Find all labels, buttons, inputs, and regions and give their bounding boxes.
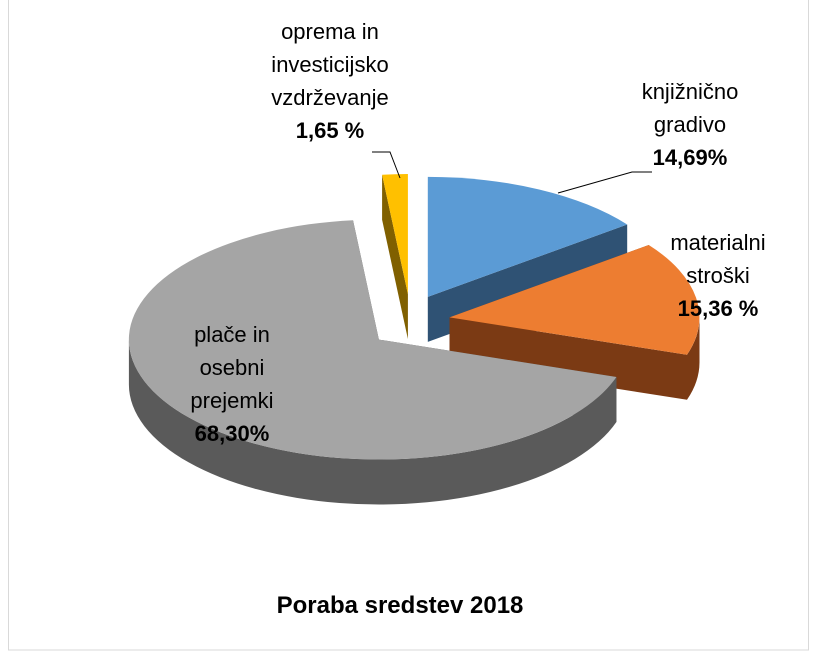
leader-line (557, 171, 652, 194)
category-label: plače in osebni prejemki (190, 322, 274, 413)
leader-line (372, 151, 401, 179)
slice (382, 174, 408, 294)
category-label: materialni stroški (670, 230, 766, 288)
data-label: plače in osebni prejemki 68,30% (190, 318, 273, 450)
data-label: materialni stroški 15,36 % (670, 226, 765, 325)
slice (128, 220, 617, 460)
data-label: knjižnično gradivo 14,69% (642, 75, 739, 174)
chart-border (8, 0, 809, 651)
data-label: oprema in investicijsko vzdrževanje 1,65 … (271, 15, 388, 147)
slice-side (382, 174, 408, 339)
chart-title: Poraba sredstev 2018 (276, 592, 524, 619)
slice (427, 176, 628, 297)
slice-rim (687, 317, 700, 400)
slice-rim (128, 339, 617, 505)
category-label: oprema in investicijsko vzdrževanje (271, 19, 389, 110)
value-label: 1,65 % (295, 118, 365, 143)
category-label: knjižnično gradivo (641, 79, 739, 137)
value-label: 15,36 % (677, 296, 759, 321)
value-label: 14,69% (652, 145, 728, 170)
slice-side (449, 317, 687, 400)
value-label: 68,30% (194, 421, 270, 446)
slice (449, 245, 700, 355)
